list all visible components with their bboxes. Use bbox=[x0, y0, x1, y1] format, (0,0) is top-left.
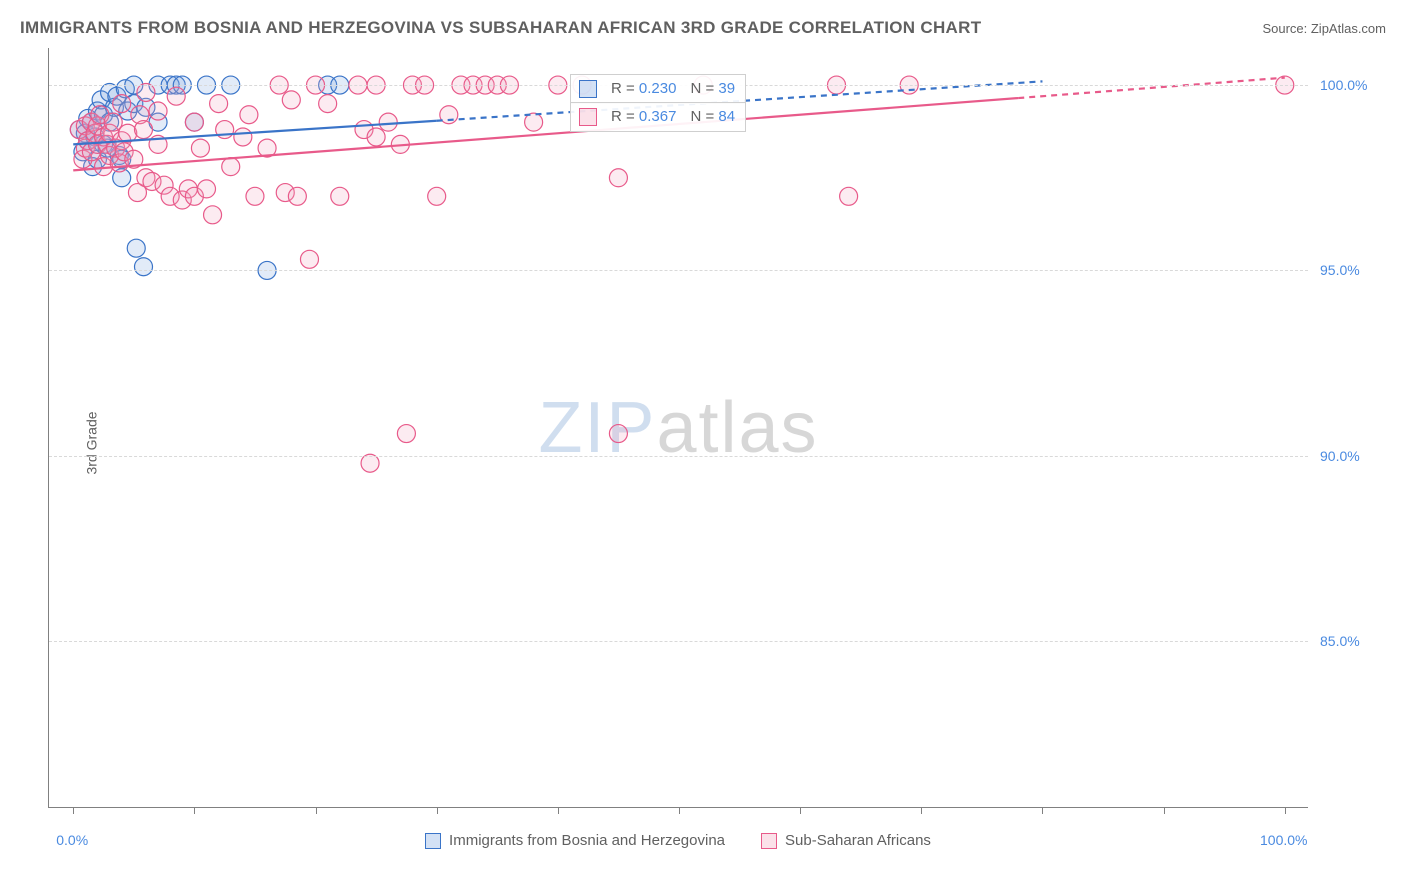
scatter-point-ssa bbox=[246, 187, 264, 205]
scatter-point-ssa bbox=[367, 128, 385, 146]
scatter-point-ssa bbox=[361, 454, 379, 472]
scatter-point-ssa bbox=[331, 187, 349, 205]
scatter-point-ssa bbox=[397, 425, 415, 443]
scatter-point-ssa bbox=[191, 139, 209, 157]
source-prefix: Source: bbox=[1262, 21, 1310, 36]
scatter-point-ssa bbox=[167, 87, 185, 105]
xtick bbox=[1285, 807, 1286, 814]
legend-swatch-icon bbox=[425, 833, 441, 849]
ytick-label: 100.0% bbox=[1320, 77, 1367, 93]
stats-box-bosnia: R = 0.230 N = 39 bbox=[570, 74, 746, 104]
scatter-point-ssa bbox=[185, 113, 203, 131]
legend-swatch-icon bbox=[761, 833, 777, 849]
stats-r-value: 0.367 bbox=[639, 108, 677, 125]
gridline-h bbox=[49, 641, 1308, 642]
scatter-point-ssa bbox=[300, 250, 318, 268]
xtick bbox=[558, 807, 559, 814]
scatter-point-ssa bbox=[282, 91, 300, 109]
scatter-point-ssa bbox=[222, 158, 240, 176]
stats-r-label: R = 0.367 bbox=[611, 108, 676, 125]
stats-box-ssa: R = 0.367 N = 84 bbox=[570, 102, 746, 132]
legend: Immigrants from Bosnia and Herzegovina Su… bbox=[48, 832, 1308, 849]
scatter-point-ssa bbox=[609, 425, 627, 443]
scatter-point-ssa bbox=[234, 128, 252, 146]
xtick bbox=[679, 807, 680, 814]
scatter-point-ssa bbox=[428, 187, 446, 205]
scatter-point-ssa bbox=[135, 121, 153, 139]
plot-svg bbox=[49, 48, 1309, 808]
scatter-point-ssa bbox=[840, 187, 858, 205]
scatter-point-ssa bbox=[113, 95, 131, 113]
stats-n-label: N = 39 bbox=[690, 80, 735, 97]
stats-swatch-icon bbox=[579, 80, 597, 98]
xtick bbox=[194, 807, 195, 814]
scatter-point-ssa bbox=[240, 106, 258, 124]
xtick-label: 0.0% bbox=[56, 832, 88, 848]
legend-label: Sub-Saharan Africans bbox=[785, 832, 931, 849]
gridline-h bbox=[49, 270, 1308, 271]
scatter-point-ssa bbox=[137, 83, 155, 101]
scatter-point-ssa bbox=[210, 95, 228, 113]
scatter-point-bosnia bbox=[127, 239, 145, 257]
ytick-label: 90.0% bbox=[1320, 448, 1360, 464]
scatter-point-ssa bbox=[149, 102, 167, 120]
xtick bbox=[437, 807, 438, 814]
xtick bbox=[316, 807, 317, 814]
ytick-label: 95.0% bbox=[1320, 262, 1360, 278]
xtick bbox=[1042, 807, 1043, 814]
scatter-point-ssa bbox=[609, 169, 627, 187]
xtick bbox=[73, 807, 74, 814]
stats-swatch-icon bbox=[579, 108, 597, 126]
stats-n-value: 84 bbox=[718, 108, 735, 125]
chart-title: IMMIGRANTS FROM BOSNIA AND HERZEGOVINA V… bbox=[20, 18, 981, 38]
legend-label: Immigrants from Bosnia and Herzegovina bbox=[449, 832, 725, 849]
legend-item-ssa: Sub-Saharan Africans bbox=[761, 832, 931, 849]
plot-area: ZIPatlas R = 0.230N = 39R = 0.367N = 84 bbox=[48, 48, 1308, 808]
trendline-ssa-dashed bbox=[1018, 78, 1285, 98]
ytick-label: 85.0% bbox=[1320, 633, 1360, 649]
stats-n-value: 39 bbox=[718, 80, 735, 97]
scatter-point-ssa bbox=[198, 180, 216, 198]
scatter-point-bosnia bbox=[135, 258, 153, 276]
scatter-point-ssa bbox=[204, 206, 222, 224]
source-attribution: Source: ZipAtlas.com bbox=[1262, 21, 1386, 36]
stats-n-label: N = 84 bbox=[690, 108, 735, 125]
xtick-label: 100.0% bbox=[1260, 832, 1307, 848]
legend-item-bosnia: Immigrants from Bosnia and Herzegovina bbox=[425, 832, 725, 849]
xtick bbox=[921, 807, 922, 814]
stats-r-value: 0.230 bbox=[639, 80, 677, 97]
xtick bbox=[1164, 807, 1165, 814]
source-link[interactable]: ZipAtlas.com bbox=[1311, 21, 1386, 36]
scatter-point-ssa bbox=[319, 95, 337, 113]
scatter-point-ssa bbox=[288, 187, 306, 205]
scatter-point-ssa bbox=[379, 113, 397, 131]
stats-r-label: R = 0.230 bbox=[611, 80, 676, 97]
xtick bbox=[800, 807, 801, 814]
gridline-h bbox=[49, 456, 1308, 457]
